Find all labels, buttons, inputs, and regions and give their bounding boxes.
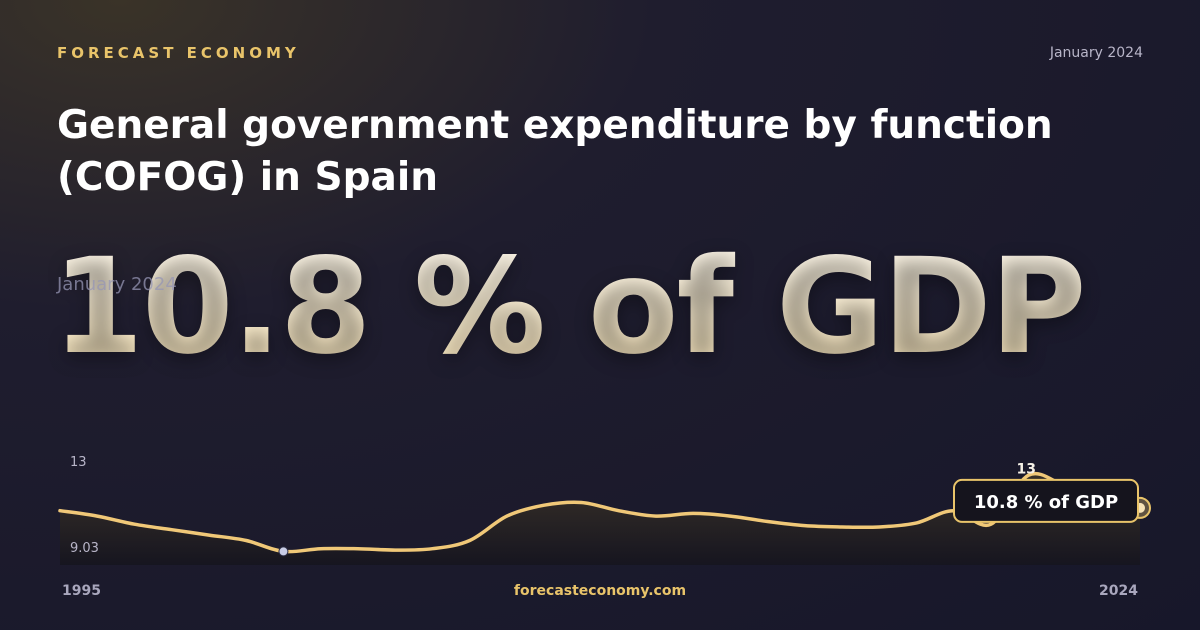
site-link[interactable]: forecasteconomy.com — [513, 583, 687, 599]
y-min-label: 9.03 — [70, 541, 99, 556]
start-year-label: 1995 — [62, 583, 101, 599]
overlay-date: January 2024 — [57, 274, 177, 295]
y-max-label: 13 — [70, 455, 87, 470]
headline-value: 10.8 % of GDP — [52, 232, 1192, 382]
page-title: General government expenditure by functi… — [57, 103, 1053, 200]
brand-name: FORECAST ECONOMY — [57, 44, 300, 62]
min-point-marker — [278, 546, 289, 557]
area-fill — [60, 473, 1140, 565]
last-value-label: 10.8 % of GDP — [974, 492, 1118, 513]
header-date: January 2024 — [1049, 45, 1143, 61]
end-year-label: 2024 — [1099, 583, 1138, 599]
max-point-label: 13 — [1017, 461, 1036, 477]
last-value-callout — [953, 478, 1139, 523]
expenditure-area-chart: 13 9.03 13 10.8 % of GDP — [58, 455, 1151, 565]
